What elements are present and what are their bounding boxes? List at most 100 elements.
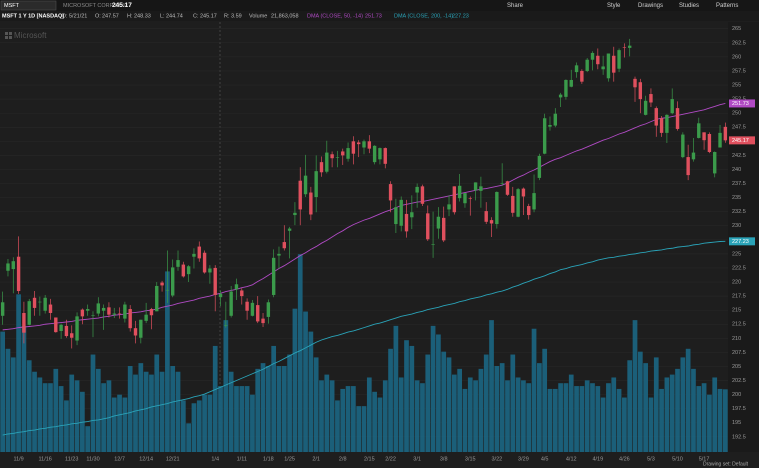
- volume-bar: [250, 394, 255, 452]
- volume-bar: [653, 357, 659, 452]
- volume-bar: [324, 374, 330, 452]
- x-tick-label: 3/8: [440, 456, 448, 462]
- volume-bar: [388, 348, 393, 452]
- toolbar-drawings[interactable]: Drawings: [638, 3, 663, 9]
- logo: [9, 32, 12, 35]
- candle-body: [505, 181, 510, 195]
- volume-bar: [0, 331, 6, 452]
- symbol[interactable]: MSFT: [4, 3, 20, 9]
- x-tick-label: 1/4: [211, 456, 219, 462]
- candle-body: [165, 289, 170, 291]
- candle-body: [250, 302, 255, 316]
- volume-bar: [196, 400, 202, 452]
- candle-body: [442, 217, 446, 241]
- volume-bar: [85, 426, 91, 452]
- candle-body: [362, 141, 366, 148]
- logo: [5, 32, 8, 35]
- volume-bar: [696, 386, 702, 452]
- volume-bar: [16, 294, 21, 452]
- range: 3.59: [231, 13, 242, 19]
- candle-body: [585, 59, 589, 71]
- candle-body: [91, 315, 95, 316]
- candle-body: [277, 253, 281, 256]
- toolbar-style[interactable]: Style: [607, 3, 621, 9]
- candle-body: [521, 188, 526, 197]
- candle-body: [261, 318, 265, 324]
- volume-bar: [521, 380, 526, 452]
- candle-body: [54, 317, 58, 333]
- y-tick-label: 260: [732, 54, 741, 60]
- candle-body: [558, 94, 563, 98]
- volume-bar: [669, 374, 675, 452]
- y-tick-label: 265: [732, 26, 741, 32]
- close-label: C:: [193, 13, 199, 19]
- volume-bar: [505, 380, 510, 452]
- candle-body: [702, 132, 706, 141]
- price-tag-label: 227.23: [732, 239, 749, 245]
- symbol-input[interactable]: [0, 0, 57, 11]
- y-tick-label: 232.5: [732, 209, 746, 215]
- volume-bar: [558, 383, 563, 452]
- candle-body: [123, 304, 127, 319]
- candle-body: [426, 213, 430, 240]
- volume: 21,863,058: [271, 13, 299, 19]
- volume-bar: [568, 374, 574, 452]
- y-tick-label: 230: [732, 223, 741, 229]
- candle-body: [229, 291, 233, 316]
- volume-bar: [64, 400, 69, 452]
- x-tick-label: 4/26: [619, 456, 630, 462]
- candle-body: [319, 162, 324, 173]
- candle-body: [107, 307, 111, 315]
- volume-bar: [255, 368, 261, 452]
- candle-body: [649, 94, 653, 103]
- toolbar-share[interactable]: Share: [507, 3, 524, 9]
- volume-bar: [494, 366, 500, 452]
- candle-body: [133, 328, 138, 336]
- candle-body: [681, 134, 685, 158]
- volume-bar: [154, 354, 160, 452]
- candle-body: [457, 185, 462, 199]
- y-tick-label: 207.5: [732, 350, 746, 356]
- y-tick-label: 212.5: [732, 322, 746, 328]
- candle-body: [298, 180, 302, 210]
- close: 245.17: [200, 13, 217, 19]
- drawing-set[interactable]: Drawing set: Default: [703, 461, 749, 467]
- volume-bar: [234, 386, 239, 452]
- y-tick-label: 262.5: [732, 40, 746, 46]
- candle-body: [85, 309, 90, 311]
- candle-body: [378, 148, 382, 160]
- volume-bar: [10, 357, 16, 452]
- y-tick-label: 222.5: [732, 265, 746, 271]
- candle-body: [697, 123, 701, 138]
- candle-body: [468, 198, 472, 199]
- volume-bar: [127, 366, 133, 452]
- toolbar-studies[interactable]: Studies: [679, 3, 699, 9]
- volume-bar: [95, 368, 101, 452]
- candle-body: [686, 157, 690, 176]
- candle-body: [197, 246, 201, 259]
- candle-body: [27, 301, 31, 325]
- candle-body: [388, 184, 393, 201]
- candle-body: [224, 325, 228, 326]
- x-tick-label: 4/12: [566, 456, 577, 462]
- candle-body: [399, 199, 403, 226]
- volume-bar: [26, 360, 32, 452]
- toolbar-patterns[interactable]: Patterns: [716, 3, 738, 9]
- x-tick-label: 11/30: [86, 456, 99, 462]
- candle-body: [245, 301, 249, 311]
- candle-body: [309, 192, 313, 215]
- x-tick-label: 1/25: [284, 456, 295, 462]
- candle-body: [665, 114, 669, 133]
- candle-body: [670, 99, 674, 114]
- x-tick-label: 2/1: [312, 456, 320, 462]
- candle-body: [713, 152, 717, 174]
- volume-bar: [356, 406, 362, 452]
- study-value: 251.73: [365, 13, 382, 19]
- candle-body: [633, 78, 637, 88]
- y-tick-label: 215: [732, 308, 741, 314]
- candle-body: [75, 316, 79, 341]
- volume-bar: [552, 388, 558, 452]
- volume-bar: [149, 374, 154, 452]
- low-label: L:: [160, 13, 165, 19]
- candle-body: [325, 152, 329, 172]
